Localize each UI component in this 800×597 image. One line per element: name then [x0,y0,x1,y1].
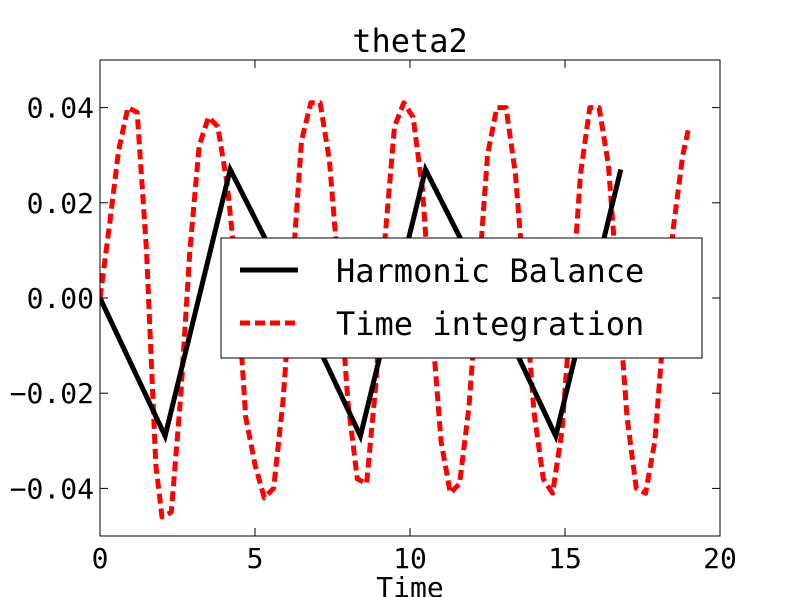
x-axis: 0 5 10 15 20 [92,60,737,575]
y-tick-label: 0.04 [27,92,94,125]
legend-label-harmonic-balance: Harmonic Balance [336,252,644,290]
chart-title: theta2 [352,22,468,60]
x-axis-label: Time [376,571,443,597]
legend-label-time-integration: Time integration [336,305,644,343]
legend-box [220,237,703,359]
series-line-time-integration [100,100,692,520]
y-tick-label: 0.02 [27,187,94,220]
x-tick-label: 20 [703,542,737,575]
x-tick-label: 5 [247,542,264,575]
series-line-harmonic-balance [100,162,624,444]
x-tick-label: 0 [92,542,109,575]
y-tick-label: −0.04 [10,472,94,505]
x-tick-label: 10 [393,542,427,575]
y-axis: 0.04 0.02 0.00 −0.02 −0.04 [10,92,720,505]
x-tick-label: 15 [548,542,582,575]
series-layer [100,100,692,520]
y-tick-label: −0.02 [10,377,94,410]
y-tick-label: 0.00 [27,282,94,315]
legend: Harmonic Balance Time integration [220,237,703,359]
